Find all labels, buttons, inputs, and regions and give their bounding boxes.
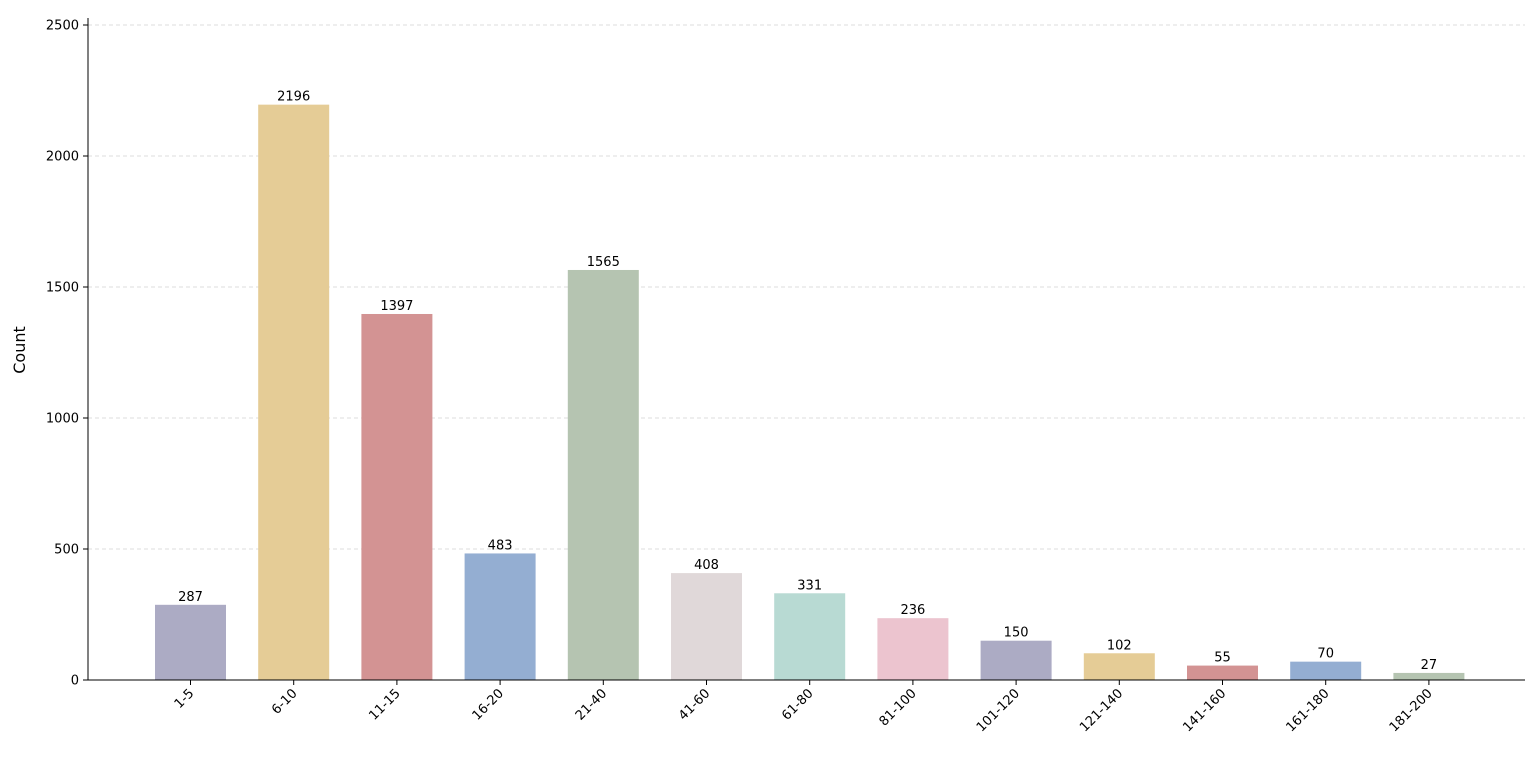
y-tick-label: 1000	[46, 412, 79, 427]
x-tick-label: 16-20	[470, 686, 507, 723]
x-tick-label: 6-10	[269, 686, 300, 717]
bar	[1393, 672, 1465, 680]
bar-value-label: 150	[1004, 626, 1029, 641]
x-tick-label: 41-60	[676, 686, 713, 723]
x-tick-label: 1-5	[172, 686, 198, 712]
y-tick-label: 2500	[46, 19, 79, 34]
bar	[1290, 661, 1362, 680]
bar	[258, 104, 330, 680]
bar	[774, 593, 846, 680]
x-tick-label: 121-140	[1077, 686, 1126, 735]
bar	[464, 553, 536, 680]
bars: 287 2196 1397 483 1565 408 331 236 150 102 55 70 27	[155, 90, 1465, 680]
bar	[361, 313, 433, 680]
y-tick-label: 500	[54, 543, 79, 558]
x-tick-label: 21-40	[573, 686, 610, 723]
bar-value-label: 331	[797, 578, 822, 593]
bar-value-label: 1397	[380, 299, 413, 314]
bar	[1083, 653, 1155, 680]
bar	[980, 640, 1052, 680]
bar-value-label: 1565	[587, 255, 620, 270]
bar-value-label: 2196	[277, 90, 310, 105]
y-tick-label: 2000	[46, 150, 79, 165]
x-tick-label: 161-180	[1284, 686, 1333, 735]
bar	[1187, 665, 1258, 680]
x-tick-label: 141-160	[1180, 686, 1229, 735]
bar-value-label: 408	[694, 558, 719, 573]
x-tick-label: 181-200	[1387, 686, 1436, 735]
bar-value-label: 55	[1214, 651, 1231, 666]
bar	[877, 618, 949, 680]
y-axis-title: Count	[10, 326, 29, 374]
bar-value-label: 27	[1421, 658, 1438, 673]
bar-value-label: 236	[900, 603, 925, 618]
y-tick-label: 0	[71, 674, 79, 689]
bar	[567, 269, 639, 680]
bar	[671, 573, 742, 680]
bar-value-label: 483	[488, 538, 513, 553]
y-tick-label: 1500	[46, 281, 79, 296]
x-tick-label: 101-120	[974, 686, 1023, 735]
x-tick-label: 61-80	[779, 686, 816, 723]
x-tick-label: 11-15	[366, 686, 403, 723]
bar-value-label: 102	[1107, 638, 1132, 653]
x-tick-label: 81-100	[877, 686, 920, 729]
bar-value-label: 287	[178, 590, 203, 605]
bar	[155, 604, 226, 680]
bar-value-label: 70	[1317, 647, 1334, 662]
